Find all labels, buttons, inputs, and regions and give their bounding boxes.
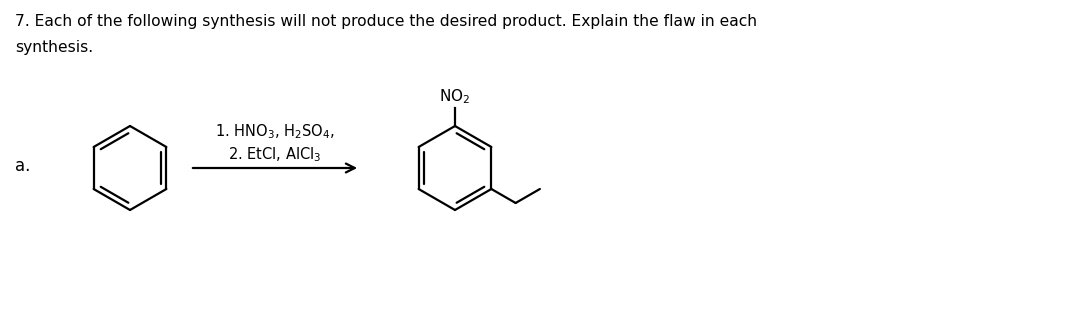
Text: 1. HNO$_3$, H$_2$SO$_4$,: 1. HNO$_3$, H$_2$SO$_4$, xyxy=(215,122,334,141)
Text: 7. Each of the following synthesis will not produce the desired product. Explain: 7. Each of the following synthesis will … xyxy=(15,14,757,29)
Text: NO$_2$: NO$_2$ xyxy=(439,87,471,106)
Text: a.: a. xyxy=(15,157,30,175)
Text: 2. EtCl, AlCl$_3$: 2. EtCl, AlCl$_3$ xyxy=(228,145,321,164)
Text: synthesis.: synthesis. xyxy=(15,40,93,55)
